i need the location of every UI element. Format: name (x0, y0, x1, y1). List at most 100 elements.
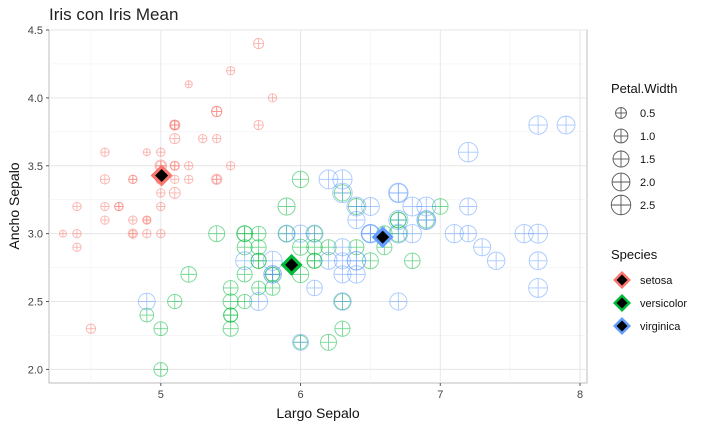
data-point-versicolor (223, 307, 239, 323)
chart-title: Iris con Iris Mean (49, 5, 178, 24)
data-point-virginica (459, 225, 477, 243)
size-legend-label: 0.5 (640, 108, 655, 120)
species-means (150, 164, 394, 276)
data-point-setosa (72, 201, 82, 212)
data-point-setosa (267, 93, 278, 103)
data-point-virginica (528, 251, 548, 271)
size-legend-key (613, 128, 629, 144)
data-point-virginica (528, 278, 548, 298)
y-axis-ticks: 2.0 2.5 3.0 3.5 4.0 4.5 (28, 25, 49, 376)
data-point-versicolor (404, 252, 421, 270)
size-legend-key (610, 194, 632, 216)
data-point-virginica (528, 223, 548, 244)
data-point-setosa (211, 173, 223, 185)
data-point-setosa (100, 147, 110, 157)
data-point-virginica (556, 115, 576, 135)
data-point-versicolor (208, 225, 226, 243)
y-tick-label: 2.5 (28, 297, 43, 309)
size-legend-key (611, 172, 631, 192)
y-tick-label: 3.0 (28, 229, 43, 241)
data-point-versicolor (277, 197, 296, 216)
data-point-virginica (318, 169, 339, 190)
x-tick-label: 7 (437, 389, 443, 401)
data-point-setosa (184, 174, 194, 184)
data-point-virginica (235, 251, 255, 271)
data-point-virginica (249, 292, 268, 311)
data-point-setosa (156, 229, 166, 239)
data-point-setosa (114, 201, 124, 212)
y-tick-label: 4.5 (28, 25, 43, 37)
data-point-setosa (212, 133, 222, 144)
size-legend-key (615, 107, 627, 119)
data-point-virginica (388, 223, 409, 244)
data-point-virginica (292, 333, 309, 351)
data-point-versicolor (153, 362, 169, 377)
data-point-setosa (100, 215, 110, 225)
data-point-setosa (142, 229, 152, 239)
x-axis-title: Largo Sepalo (276, 405, 360, 421)
data-point-setosa (198, 133, 208, 144)
data-point-versicolor (250, 225, 267, 242)
grid-major (49, 29, 587, 383)
data-point-virginica (388, 182, 409, 204)
plot-panel (48, 29, 588, 384)
data-point-setosa (253, 119, 264, 131)
data-point-setosa (127, 228, 138, 239)
data-point-setosa (99, 174, 111, 185)
data-point-versicolor (334, 320, 351, 337)
color-legend-key-setosa (613, 271, 631, 289)
data-point-virginica (528, 115, 548, 135)
y-tick-label: 4.0 (28, 93, 43, 105)
data-point-setosa (170, 120, 180, 130)
data-point-setosa (128, 215, 138, 225)
mean-marker-virginica (371, 226, 394, 249)
data-points (58, 38, 576, 377)
data-point-virginica (333, 292, 352, 311)
y-axis-title: Ancho Sepalo (6, 162, 22, 249)
data-point-setosa (156, 147, 166, 157)
size-legend: Petal.Width 0.5 1.0 1.5 2.0 2.5 (610, 81, 677, 216)
color-legend-label: versicolor (640, 298, 687, 310)
data-point-virginica (263, 265, 282, 284)
data-point-versicolor (250, 239, 267, 256)
y-tick-label: 2.0 (28, 364, 43, 376)
size-legend-label: 2.5 (640, 200, 655, 212)
data-point-setosa (211, 105, 223, 118)
size-legend-title: Petal.Width (611, 81, 677, 96)
data-point-virginica (334, 252, 351, 270)
data-point-setosa (72, 242, 82, 252)
size-legend-key (612, 150, 630, 168)
data-point-virginica (277, 224, 296, 243)
data-point-versicolor (222, 293, 239, 310)
color-legend-key-versicolor (613, 294, 631, 312)
data-point-setosa (85, 323, 97, 334)
data-point-setosa (142, 215, 152, 225)
data-point-virginica (347, 211, 366, 230)
color-legend-label: virginica (640, 321, 681, 333)
data-point-virginica (473, 238, 492, 257)
data-point-virginica (402, 196, 423, 217)
data-point-versicolor (320, 333, 337, 351)
data-point-versicolor (180, 266, 197, 283)
data-point-setosa (142, 148, 151, 157)
data-point-setosa (72, 229, 82, 239)
data-point-versicolor (291, 170, 310, 188)
data-point-versicolor (167, 293, 183, 310)
data-point-setosa (226, 66, 236, 76)
data-point-setosa (156, 188, 166, 198)
data-point-setosa (58, 229, 67, 238)
data-point-versicolor (236, 225, 253, 242)
data-point-virginica (416, 210, 437, 230)
data-point-setosa (100, 201, 110, 212)
data-point-setosa (128, 174, 138, 184)
color-legend-label: setosa (640, 275, 673, 287)
x-tick-label: 5 (158, 389, 164, 401)
mean-marker-versicolor (280, 253, 303, 276)
data-point-setosa (156, 201, 166, 212)
data-point-virginica (389, 292, 408, 311)
data-point-setosa (169, 133, 181, 145)
data-point-virginica (458, 142, 479, 163)
y-tick-label: 3.5 (28, 161, 43, 173)
data-point-versicolor (222, 320, 239, 337)
